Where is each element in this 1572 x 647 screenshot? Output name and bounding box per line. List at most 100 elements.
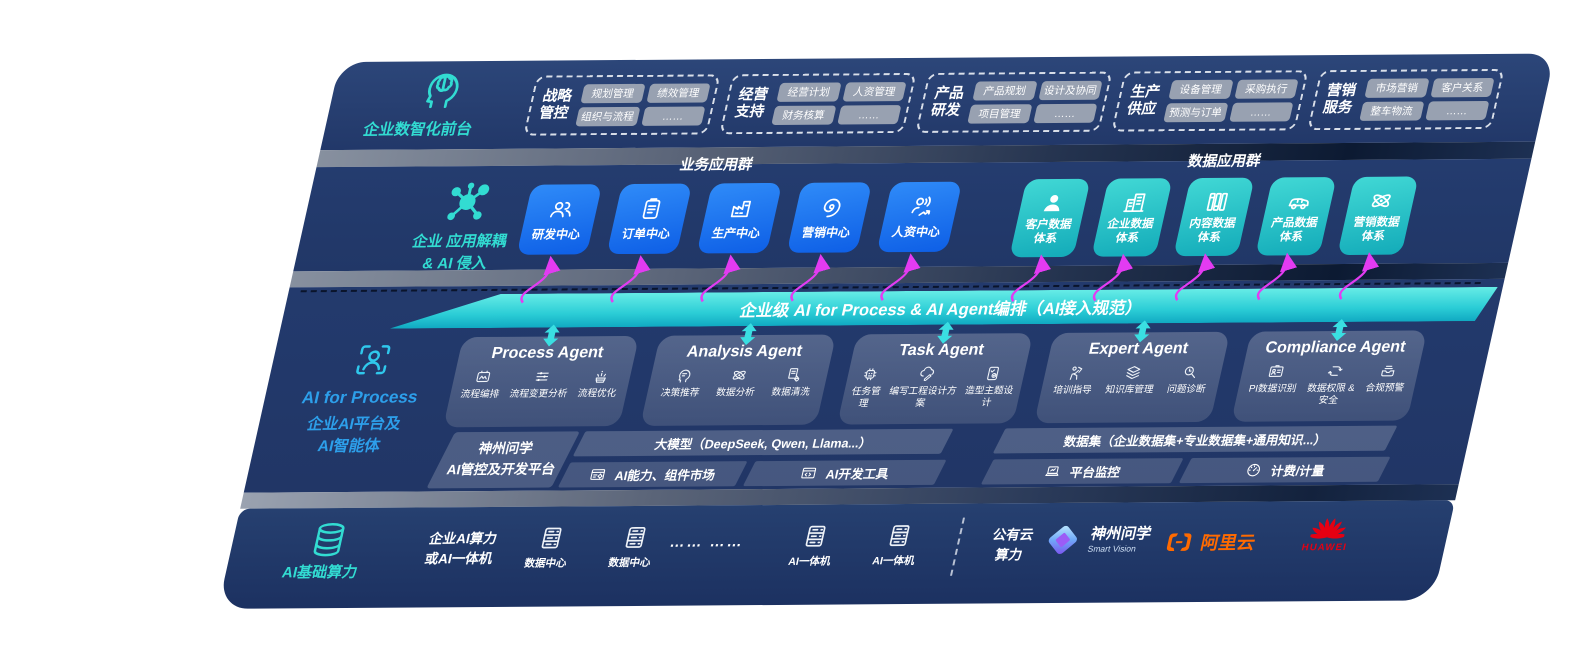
ai-layer-title-en: AI for Process xyxy=(300,387,420,408)
vendor-subtitle: Smart Vision xyxy=(1086,543,1137,554)
enterprise-ai-architecture-diagram: 企业数智化前台 战略 管控 规划管理 绩效管理 组织与流程 …… 经营 支持 经… xyxy=(217,53,1555,609)
model-bar: 大模型（DeepSeek, Qwen, Llama...） xyxy=(572,428,954,457)
tablet-check-icon xyxy=(982,364,1004,382)
front-group-item: …… xyxy=(1228,102,1294,122)
front-group-production: 生产 供应 设备管理 采购执行 预测与订单 …… xyxy=(1111,70,1309,132)
front-group-item: 设备管理 xyxy=(1168,79,1234,100)
agent-task: Task Agent 任务管理 编写工程设计方案 造型主题设计 xyxy=(837,333,1034,425)
agent-title: Analysis Agent xyxy=(685,342,804,361)
aliyun-logo xyxy=(1162,528,1196,556)
platform-title: 神州问学 AI管控及开发平台 xyxy=(445,440,557,478)
agent-capability-label: PI数据识别 xyxy=(1247,383,1298,395)
head-idea-icon xyxy=(673,367,695,385)
hr-people-icon xyxy=(906,194,938,220)
server-icon xyxy=(799,523,832,550)
agent-capability-label: 知识库管理 xyxy=(1104,384,1155,396)
dataset-bar-label: 数据集（企业数据集+专业数据集+通用知识...） xyxy=(1061,433,1328,449)
front-group-name: 生产 供应 xyxy=(1125,84,1162,118)
trainer-icon xyxy=(1065,364,1087,382)
data-box-label: 产品数据 体系 xyxy=(1270,216,1319,243)
agent-capability: 培训指导 xyxy=(1052,364,1098,397)
server-icon xyxy=(883,522,916,549)
agent-capability: 决策推荐 xyxy=(659,366,705,399)
front-group-product: 产品 研发 产品规划 设计及协同 项目管理 …… xyxy=(915,71,1113,133)
car-icon xyxy=(1283,188,1315,214)
agent-capability-label: 数据权限 & 安全 xyxy=(1305,382,1356,406)
vendor-aliyun: 阿里云 xyxy=(1162,528,1258,557)
ai-appliance-node: AI一体机 xyxy=(776,522,850,569)
vendor-name: 阿里云 xyxy=(1198,532,1258,554)
app-box-label: 研发中心 xyxy=(530,227,582,242)
dev-tools-cell: AI开发工具 xyxy=(742,459,947,487)
agent-process: Process Agent 流程编排 流程变更分析 流程优化 xyxy=(443,335,640,428)
dev-tools-label: AI开发工具 xyxy=(824,467,891,482)
front-group-item: 预测与订单 xyxy=(1163,102,1228,123)
agent-capability: 问题诊断 xyxy=(1166,363,1212,396)
chip-bot-icon xyxy=(859,365,881,383)
front-group-strategy: 战略 管控 规划管理 绩效管理 组织与流程 …… xyxy=(523,74,721,136)
vendor-name: HUAWEI xyxy=(1300,541,1349,554)
agent-expert: Expert Agent 培训指导 知识库管理 问题诊断 xyxy=(1034,331,1231,424)
person-icon xyxy=(1037,190,1069,216)
orchestration-bar-label: 企业级 AI for Process & AI Agent编排（AI接入规范） xyxy=(737,299,1145,321)
agent-capability: PI数据识别 xyxy=(1247,362,1302,395)
front-group-name: 产品 研发 xyxy=(929,85,966,119)
node-label: 数据中心 xyxy=(523,557,568,570)
sliders-icon xyxy=(531,368,553,386)
front-group-item: 项目管理 xyxy=(967,104,1032,124)
business-apps-heading: 业务应用群 xyxy=(678,157,755,174)
agent-title: Expert Agent xyxy=(1087,340,1190,358)
id-card-icon xyxy=(1265,362,1287,380)
front-group-item: 组织与流程 xyxy=(575,106,640,127)
atom-icon xyxy=(1365,187,1397,213)
data-box-label: 内容数据 体系 xyxy=(1188,217,1237,244)
agent-capability: 流程优化 xyxy=(576,367,622,400)
front-group-name: 战略 管控 xyxy=(537,88,574,122)
front-group-item: 经营计划 xyxy=(776,82,842,102)
dataset-bar: 数据集（企业数据集+专业数据集+通用知识...） xyxy=(992,425,1398,454)
node-label: 数据中心 xyxy=(607,556,652,570)
agent-capability-label: 决策推荐 xyxy=(659,387,701,399)
data-apps-heading: 数据应用群 xyxy=(1186,153,1263,171)
agent-capability: 流程编排 xyxy=(459,368,505,401)
agent-capability: 合规预警 xyxy=(1364,362,1410,395)
datacenter-node: 数据中心 xyxy=(596,524,670,571)
inbox-alert-icon xyxy=(1378,362,1400,380)
target-spiral-icon xyxy=(816,194,848,220)
agent-capability-label: 流程优化 xyxy=(576,388,618,400)
front-group-item: 设计及协同 xyxy=(1037,80,1103,101)
gauge-icon xyxy=(1243,462,1264,479)
app-box-label: 生产中心 xyxy=(710,226,762,241)
people-icon xyxy=(546,196,578,222)
front-group-operations: 经营 支持 经营计划 人资管理 财务核算 …… xyxy=(719,72,917,135)
infra-title: AI基础算力 xyxy=(280,563,360,582)
vendor-huawei: HUAWEI xyxy=(1300,511,1355,553)
front-group-item: 规划管理 xyxy=(580,83,646,104)
clipboard-icon xyxy=(636,196,668,222)
agent-capability-label: 数据清洗 xyxy=(770,386,812,399)
agent-capability: 数据权限 & 安全 xyxy=(1303,362,1360,406)
front-group-name: 经营 支持 xyxy=(733,87,770,121)
agent-compliance: Compliance Agent PI数据识别 数据权限 & 安全 合规预警 xyxy=(1231,330,1428,422)
datacenter-node: 数据中心 xyxy=(512,524,586,571)
ai-layer-title-zh: 企业AI平台及 AI智能体 xyxy=(305,415,403,455)
front-group-marketing: 营销 服务 市场营销 客户关系 整车物流 …… xyxy=(1307,68,1505,131)
agent-capability-label: 造型主题设计 xyxy=(963,385,1015,409)
factory-icon xyxy=(726,195,758,221)
data-box-label: 客户数据 体系 xyxy=(1024,218,1073,245)
node-label: AI一体机 xyxy=(871,554,916,568)
server-icon xyxy=(535,524,568,551)
app-box-label: 人资中心 xyxy=(890,224,942,240)
sync-secure-icon xyxy=(1324,362,1346,380)
front-group-name: 营销 服务 xyxy=(1321,83,1358,117)
atom-icon xyxy=(728,366,750,384)
agent-capability: 流程变更分析 xyxy=(508,367,573,400)
layers-icon xyxy=(1122,363,1144,381)
agent-title: Compliance Agent xyxy=(1263,338,1408,357)
app-box-label: 营销中心 xyxy=(800,225,852,240)
capability-market-label: AI能力、组件市场 xyxy=(613,468,717,484)
server-icon xyxy=(619,524,652,551)
agent-title: Task Agent xyxy=(897,341,986,360)
vendor-smart-vision: 神州问学 Smart Vision xyxy=(1040,520,1155,559)
cloud-pen-icon xyxy=(916,365,938,383)
